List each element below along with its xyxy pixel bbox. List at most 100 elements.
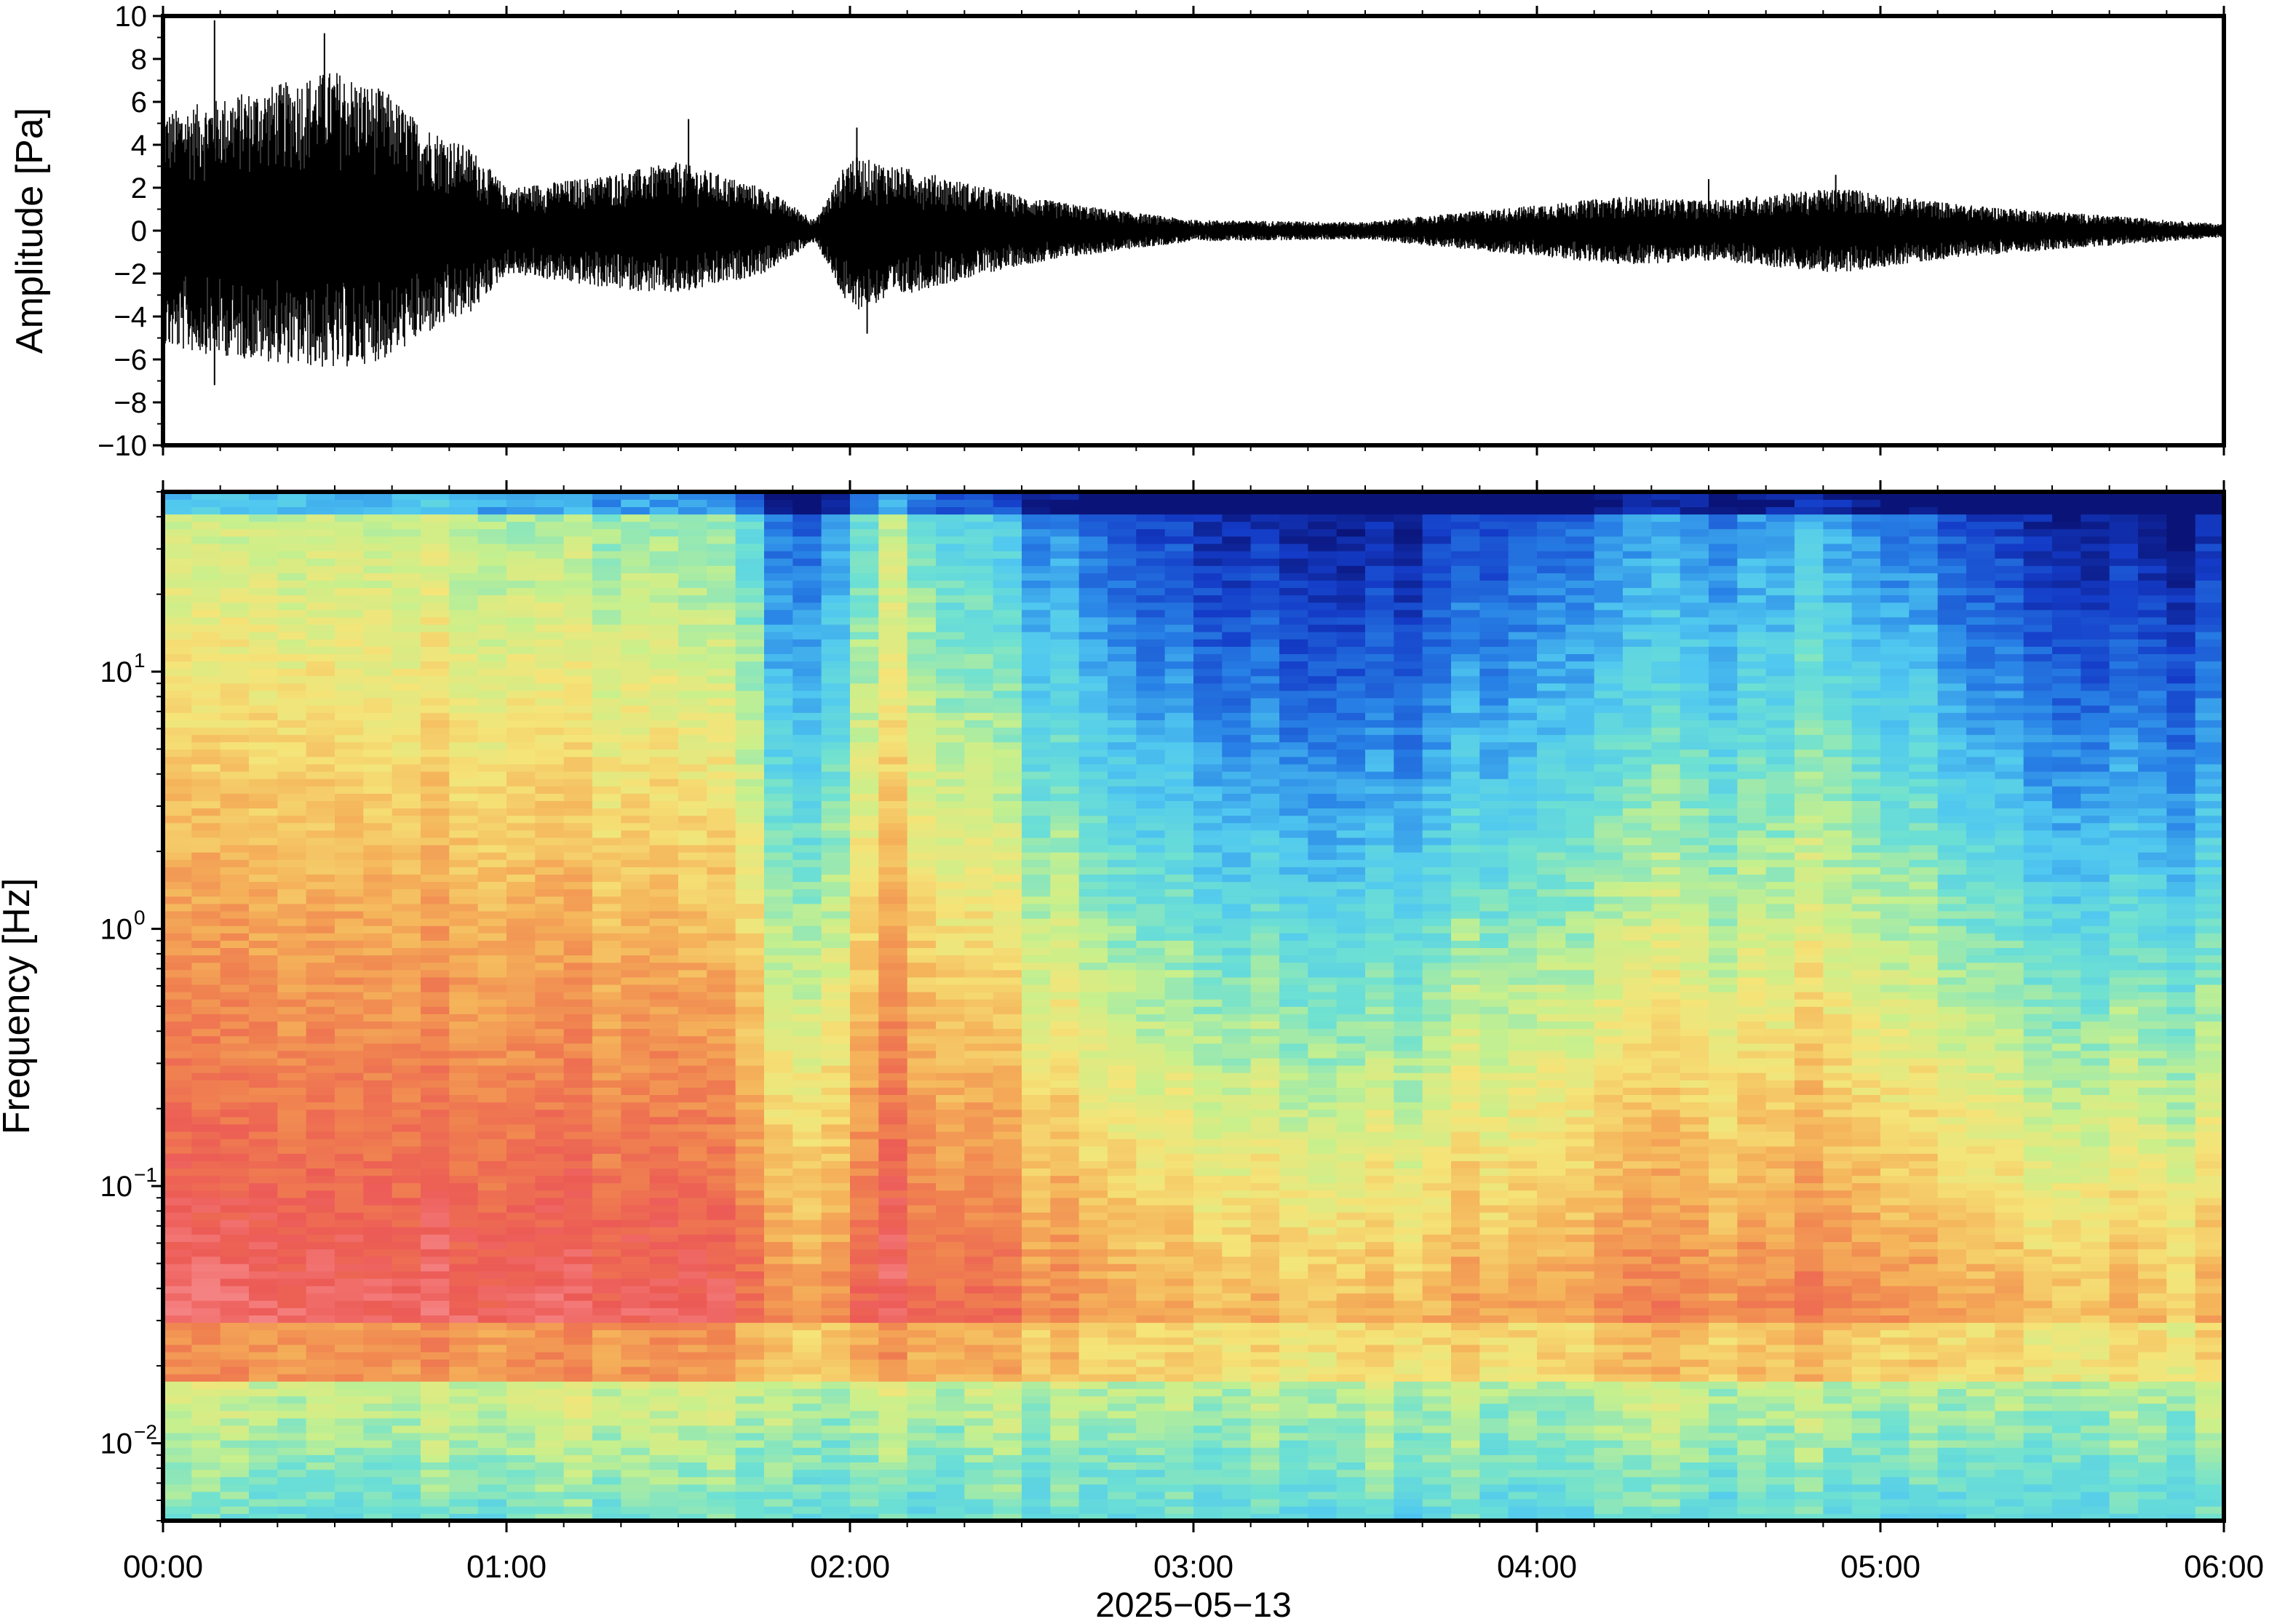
spectrogram-cell <box>506 1094 536 1103</box>
spectrogram-cell <box>993 1396 1022 1404</box>
spectrogram-cell <box>649 661 679 669</box>
spectrogram-cell <box>535 1344 565 1353</box>
spectrogram-cell <box>1078 1190 1108 1198</box>
spectrogram-cell <box>821 1102 851 1110</box>
spectrogram-cell <box>477 933 507 941</box>
spectrogram-cell <box>1108 1396 1137 1404</box>
spectrogram-cell <box>1078 933 1108 941</box>
spectrogram-cell <box>277 1014 307 1022</box>
spectrogram-cell <box>907 1256 937 1265</box>
spectrogram-cell <box>1108 1014 1137 1022</box>
spectrogram-cell <box>163 940 193 948</box>
spectrogram-cell <box>363 903 393 912</box>
spectrogram-cell <box>792 1432 822 1441</box>
spectrogram-cell <box>993 720 1022 728</box>
spectrogram-cell <box>277 1197 307 1206</box>
spectrogram-cell <box>535 1168 565 1177</box>
spectrogram-cell <box>449 631 479 640</box>
spectrogram-cell <box>964 697 994 706</box>
spectrogram-cell <box>506 867 536 875</box>
spectrogram-cell <box>936 1307 966 1315</box>
spectrogram-cell <box>449 749 479 757</box>
spectrogram-cell <box>477 1249 507 1257</box>
spectrogram-cell <box>363 1491 393 1500</box>
spectrogram-cell <box>678 1234 708 1242</box>
spectrogram-cell <box>993 1476 1022 1485</box>
spectrogram-cell <box>277 1439 307 1448</box>
spectrogram-cell <box>649 1366 679 1374</box>
spectrogram-cell <box>649 1094 679 1103</box>
spectrogram-cell <box>335 1505 365 1514</box>
spectrogram-cell <box>592 1211 622 1220</box>
spectrogram-cell <box>878 1028 908 1037</box>
spectrogram-cell <box>1136 1388 1166 1397</box>
spectrogram-cell <box>1136 1123 1166 1132</box>
spectrogram-cell <box>535 1505 565 1514</box>
spectrogram-cell <box>907 998 937 1007</box>
spectrogram-cell <box>936 925 966 934</box>
spectrogram-cell <box>1108 1234 1137 1242</box>
spectrogram-cell <box>1022 778 1052 787</box>
spectrogram-cell <box>907 1366 937 1374</box>
spectrogram-cell <box>678 720 708 728</box>
spectrogram-cell <box>1022 1234 1052 1242</box>
spectrogram-cell <box>506 1351 536 1360</box>
spectrogram-cell <box>335 661 365 669</box>
spectrogram-cell <box>220 543 250 552</box>
spectrogram-cell <box>191 1050 221 1059</box>
spectrogram-cell <box>306 1315 335 1324</box>
spectrogram-cell <box>335 998 365 1007</box>
spectrogram-cell <box>1078 1043 1108 1051</box>
spectrogram-cell <box>1022 1498 1052 1507</box>
spectrogram-cell <box>249 543 279 552</box>
spectrogram-cell <box>678 1123 708 1132</box>
spectrogram-cell <box>163 874 193 883</box>
spectrogram-cell <box>421 1417 450 1426</box>
spectrogram-cell <box>563 991 593 1000</box>
spectrogram-cell <box>1108 1241 1137 1250</box>
spectrogram-cell <box>477 1484 507 1492</box>
spectrogram-cell <box>792 1145 822 1154</box>
spectrogram-cell <box>277 851 307 860</box>
spectrogram-cell <box>506 1337 536 1345</box>
spectrogram-cell <box>563 1351 593 1360</box>
spectrogram-cell <box>592 763 622 772</box>
spectrogram-cell <box>592 1263 622 1272</box>
spectrogram-cell <box>1078 786 1108 794</box>
spectrogram-cell <box>678 616 708 625</box>
spectrogram-cell <box>191 756 221 765</box>
spectrogram-cell <box>649 1337 679 1345</box>
spectrogram-cell <box>1108 1064 1137 1073</box>
spectrogram-cell <box>1108 1227 1137 1235</box>
spectrogram-cell <box>477 1307 507 1315</box>
spectrogram-cell <box>735 1043 765 1051</box>
spectrogram-cell <box>1078 896 1108 904</box>
spectrogram-cell <box>477 778 507 787</box>
spectrogram-cell <box>764 712 794 720</box>
spectrogram-cell <box>764 829 794 838</box>
spectrogram-cell <box>563 499 593 507</box>
spectrogram-cell <box>477 1028 507 1037</box>
spectrogram-cell <box>907 557 937 566</box>
spectrogram-cell <box>249 1102 279 1110</box>
spectrogram-cell <box>506 557 536 566</box>
spectrogram-cell <box>306 991 335 1000</box>
spectrogram-cell <box>277 1021 307 1030</box>
spectrogram-cell <box>421 1204 450 1213</box>
spectrogram-cell <box>306 1204 335 1213</box>
spectrogram-cell <box>477 1366 507 1374</box>
spectrogram-cell <box>792 528 822 537</box>
spectrogram-cell <box>993 1116 1022 1125</box>
spectrogram-cell <box>678 1131 708 1139</box>
spectrogram-cell <box>649 1175 679 1184</box>
spectrogram-cell <box>249 1109 279 1118</box>
spectrogram-cell <box>907 822 937 831</box>
spectrogram-cell <box>850 1227 880 1235</box>
spectrogram-cell <box>1078 1109 1108 1118</box>
spectrogram-cell <box>363 1168 393 1177</box>
spectrogram-cell <box>907 1094 937 1103</box>
spectrogram-cell <box>335 682 365 691</box>
spectrogram-cell <box>1078 506 1108 515</box>
spectrogram-cell <box>1108 933 1137 941</box>
spectrogram-cell <box>792 749 822 757</box>
